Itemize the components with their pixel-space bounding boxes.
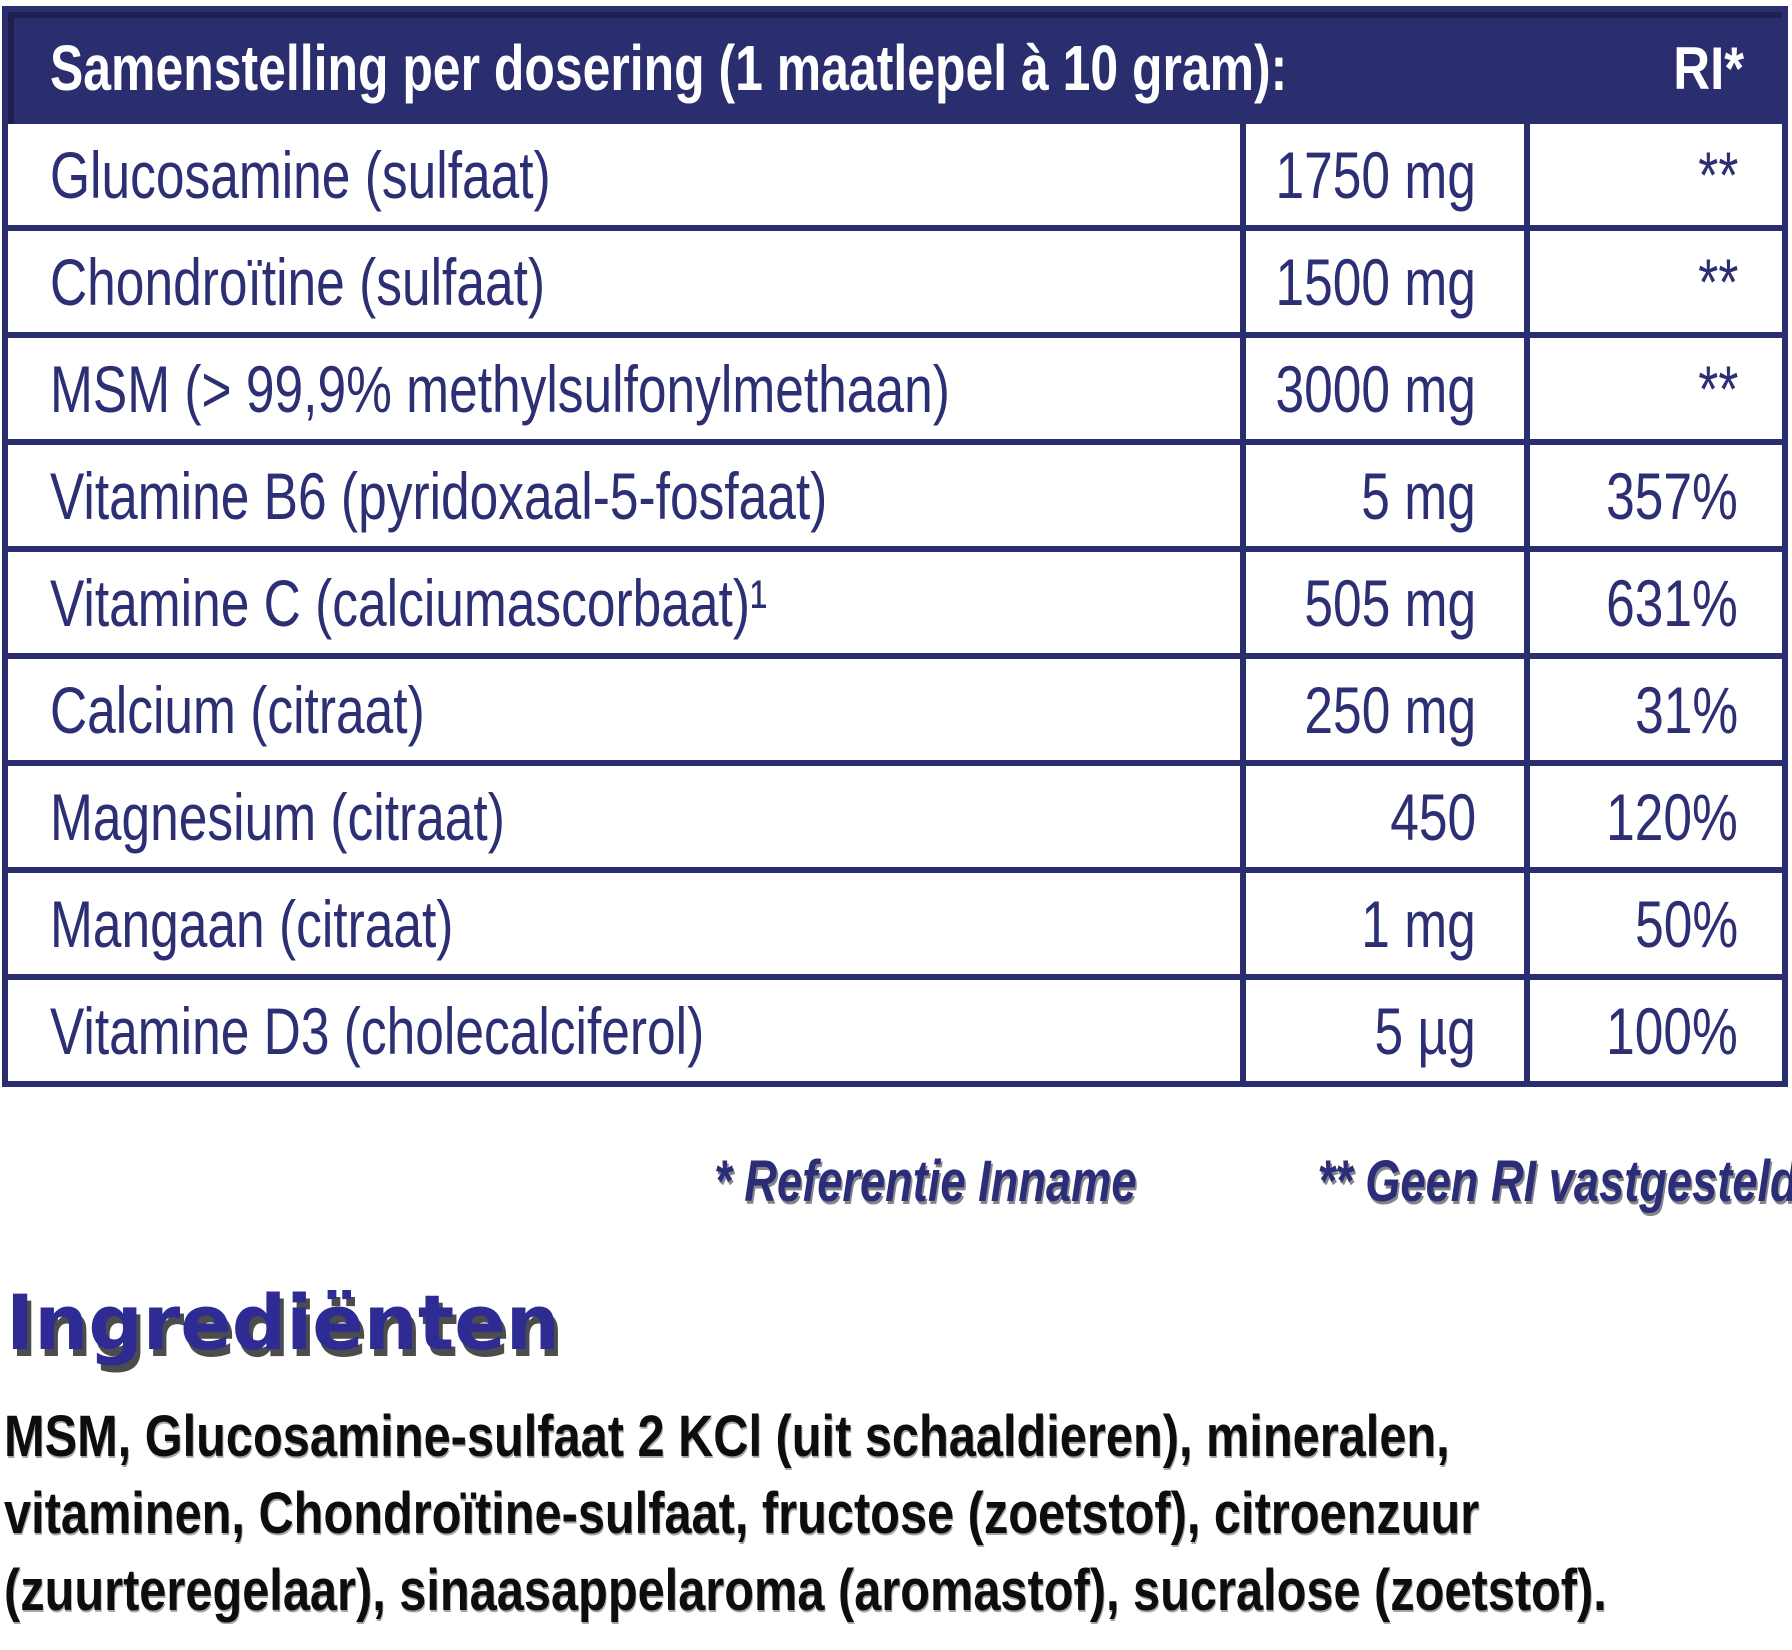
ingredient-amount: 505 mg: [1304, 565, 1476, 640]
ingredient-name-cell: Vitamine D3 (cholecalciferol): [8, 980, 1240, 1081]
table-title-text: Samenstelling per dosering (1 maatlepel …: [50, 32, 1288, 104]
ingredient-amount: 3000 mg: [1275, 351, 1476, 426]
footnote-no-ri: ** Geen RI vastgesteld: [1317, 1149, 1792, 1214]
ingredient-name: Vitamine B6 (pyridoxaal-5-fosfaat): [50, 458, 828, 533]
ingredient-ri: **: [1697, 137, 1738, 212]
table-row: Magnesium (citraat) 450 120%: [8, 760, 1782, 867]
ri-cell: 357%: [1524, 445, 1782, 546]
amount-cell: 250 mg: [1240, 659, 1524, 760]
ri-cell: 120%: [1524, 766, 1782, 867]
table-title: Samenstelling per dosering (1 maatlepel …: [8, 31, 1636, 105]
footnote-reference-intake: * Referentie Inname: [713, 1149, 1137, 1214]
table-row: Mangaan (citraat) 1 mg 50%: [8, 867, 1782, 974]
ingredient-ri: **: [1697, 351, 1738, 426]
ingredients-text: MSM, Glucosamine-sulfaat 2 KCl (uit scha…: [4, 1398, 1792, 1629]
amount-cell: 1 mg: [1240, 873, 1524, 974]
amount-cell: 1750 mg: [1240, 124, 1524, 225]
ingredient-name: Glucosamine (sulfaat): [50, 137, 551, 212]
table-row: MSM (> 99,9% methylsulfonylmethaan) 3000…: [8, 332, 1782, 439]
ingredient-amount: 1 mg: [1361, 886, 1476, 961]
ingredient-ri: 357%: [1606, 458, 1738, 533]
ingredient-ri: 631%: [1606, 565, 1738, 640]
ri-cell: **: [1524, 231, 1782, 332]
table-header: Samenstelling per dosering (1 maatlepel …: [8, 12, 1782, 124]
table-row: Vitamine B6 (pyridoxaal-5-fosfaat) 5 mg …: [8, 439, 1782, 546]
ingredient-name: Chondroïtine (sulfaat): [50, 244, 546, 319]
ingredient-ri: 31%: [1634, 672, 1738, 747]
ri-cell: 631%: [1524, 552, 1782, 653]
table-row: Vitamine D3 (cholecalciferol) 5 µg 100%: [8, 974, 1782, 1081]
ingredient-amount: 5 mg: [1361, 458, 1476, 533]
table-row: Vitamine C (calciumascorbaat)¹ 505 mg 63…: [8, 546, 1782, 653]
ingredient-amount: 1750 mg: [1275, 137, 1476, 212]
ri-cell: **: [1524, 338, 1782, 439]
ingredient-name: Calcium (citraat): [50, 672, 425, 747]
ingredient-name: Vitamine C (calciumascorbaat)¹: [50, 565, 768, 640]
footnote: * Referentie Inname ** Geen RI vastgestel…: [6, 1148, 1792, 1215]
ingredients-line: vitaminen, Chondroïtine-sulfaat, fructos…: [4, 1481, 1480, 1546]
amount-cell: 505 mg: [1240, 552, 1524, 653]
ingredient-amount: 1500 mg: [1275, 244, 1476, 319]
ingredient-name-cell: Vitamine B6 (pyridoxaal-5-fosfaat): [8, 445, 1240, 546]
amount-cell: 5 mg: [1240, 445, 1524, 546]
ri-cell: 31%: [1524, 659, 1782, 760]
ingredient-ri: 100%: [1606, 993, 1738, 1068]
ri-cell: 100%: [1524, 980, 1782, 1081]
ingredient-name: Magnesium (citraat): [50, 779, 505, 854]
ingredient-ri: **: [1697, 244, 1738, 319]
amount-cell: 450: [1240, 766, 1524, 867]
table-row: Chondroïtine (sulfaat) 1500 mg **: [8, 225, 1782, 332]
amount-cell: 3000 mg: [1240, 338, 1524, 439]
ingredient-name-cell: Chondroïtine (sulfaat): [8, 231, 1240, 332]
ingredients-line: (zuurteregelaar), sinaasappelaroma (arom…: [4, 1558, 1607, 1623]
ingredient-name-cell: Magnesium (citraat): [8, 766, 1240, 867]
ingredient-name-cell: Calcium (citraat): [8, 659, 1240, 760]
ingredient-name-cell: Mangaan (citraat): [8, 873, 1240, 974]
amount-cell: 1500 mg: [1240, 231, 1524, 332]
ingredient-name-cell: MSM (> 99,9% methylsulfonylmethaan): [8, 338, 1240, 439]
ri-cell: 50%: [1524, 873, 1782, 974]
ri-column-header: RI*: [1636, 34, 1782, 103]
ingredient-amount: 250 mg: [1304, 672, 1476, 747]
amount-cell: 5 µg: [1240, 980, 1524, 1081]
ingredient-name-cell: Vitamine C (calciumascorbaat)¹: [8, 552, 1240, 653]
ingredient-name: Vitamine D3 (cholecalciferol): [50, 993, 705, 1068]
ingredient-ri: 120%: [1606, 779, 1738, 854]
ingredient-amount: 450: [1390, 779, 1476, 854]
ingredient-name: MSM (> 99,9% methylsulfonylmethaan): [50, 351, 950, 426]
ingredient-amount: 5 µg: [1374, 993, 1476, 1068]
ingredient-name: Mangaan (citraat): [50, 886, 454, 961]
ingredients-heading: Ingrediënten: [6, 1278, 560, 1367]
ri-cell: **: [1524, 124, 1782, 225]
ri-column-header-text: RI*: [1673, 34, 1745, 102]
composition-table: Samenstelling per dosering (1 maatlepel …: [2, 6, 1788, 1087]
ingredients-line: MSM, Glucosamine-sulfaat 2 KCl (uit scha…: [4, 1404, 1450, 1469]
ingredient-name-cell: Glucosamine (sulfaat): [8, 124, 1240, 225]
ingredient-ri: 50%: [1634, 886, 1738, 961]
table-row: Glucosamine (sulfaat) 1750 mg **: [8, 124, 1782, 225]
table-row: Calcium (citraat) 250 mg 31%: [8, 653, 1782, 760]
